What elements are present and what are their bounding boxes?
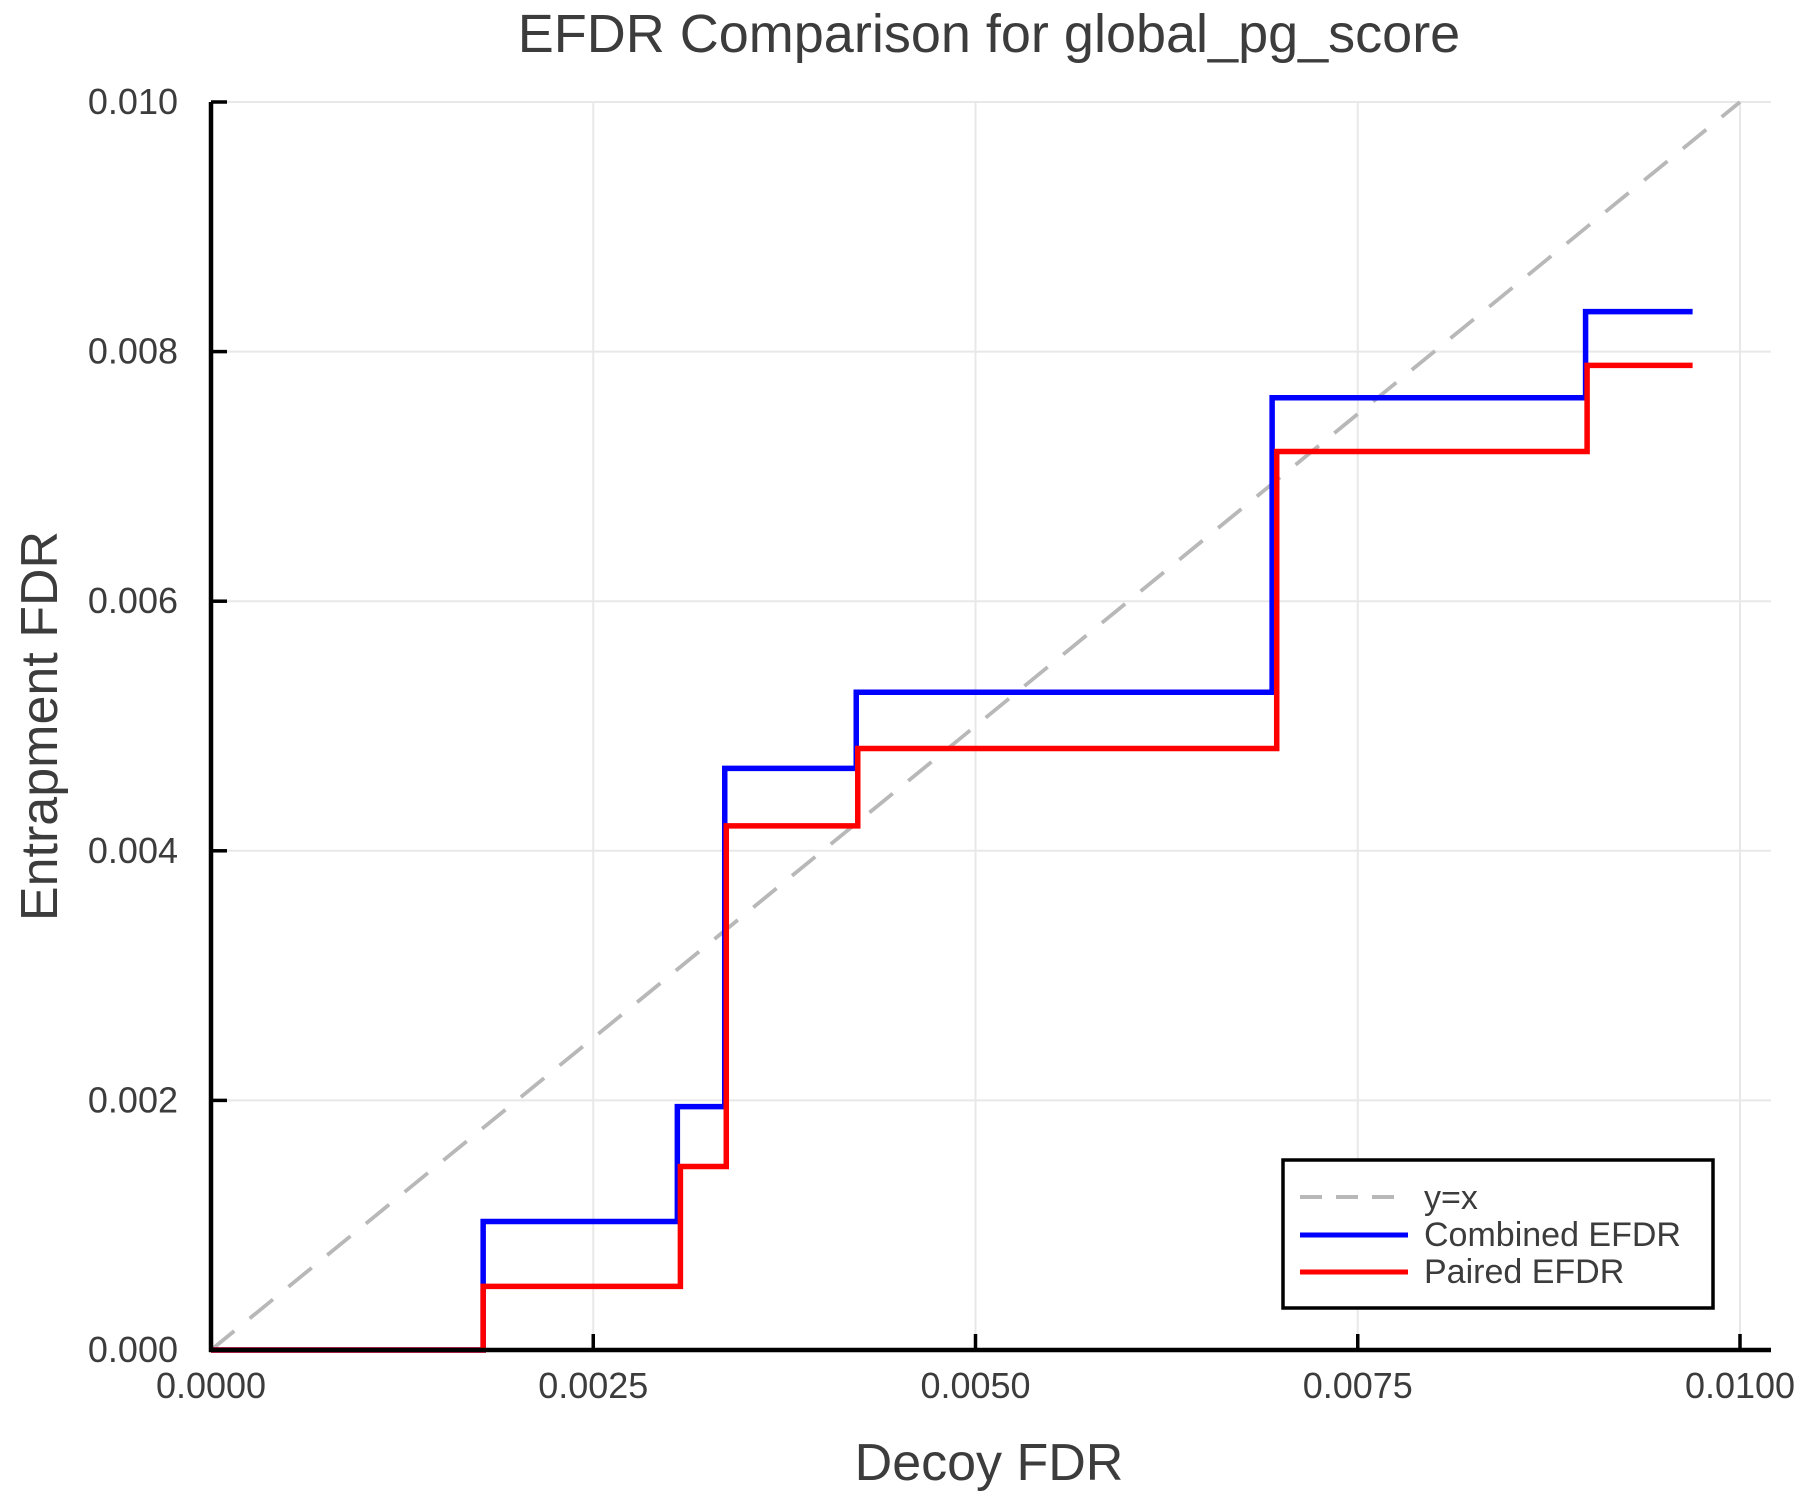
- gridlines: [211, 101, 1771, 1350]
- x-tick-label: 0.0050: [920, 1365, 1030, 1406]
- y-tick-label: 0.000: [88, 1329, 178, 1370]
- x-axis-label: Decoy FDR: [855, 1434, 1124, 1492]
- tick-labels: 0.0000 0.0025 0.0050 0.0075 0.0100 0.000 0.002…: [88, 81, 1795, 1406]
- chart-title: EFDR Comparison for global_pg_score: [518, 4, 1460, 64]
- y-tick-label: 0.004: [88, 830, 178, 871]
- legend-label-yx: y=x: [1424, 1179, 1478, 1217]
- paired-efdr-line: [211, 362, 1693, 1353]
- legend: y=x Combined EFDR Paired EFDR: [1281, 1158, 1715, 1310]
- y-tick-label: 0.010: [88, 81, 178, 122]
- y-tick-label: 0.006: [88, 580, 178, 621]
- x-tick-label: 0.0025: [538, 1365, 648, 1406]
- y-tick-label: 0.002: [88, 1079, 178, 1120]
- x-tick-label: 0.0075: [1303, 1365, 1413, 1406]
- identity-reference-line: [209, 100, 1742, 1352]
- axis-spines: [208, 102, 1771, 1353]
- y-tick-label: 0.008: [88, 331, 178, 372]
- combined-efdr-line: [211, 308, 1693, 1353]
- legend-label-combined-efdr: Combined EFDR: [1424, 1216, 1681, 1254]
- tick-marks: [209, 100, 1742, 1352]
- y-axis-label: Entrapment FDR: [11, 531, 69, 921]
- x-tick-label: 0.0000: [156, 1365, 266, 1406]
- legend-label-paired-efdr: Paired EFDR: [1424, 1253, 1624, 1291]
- x-tick-label: 0.0100: [1685, 1365, 1795, 1406]
